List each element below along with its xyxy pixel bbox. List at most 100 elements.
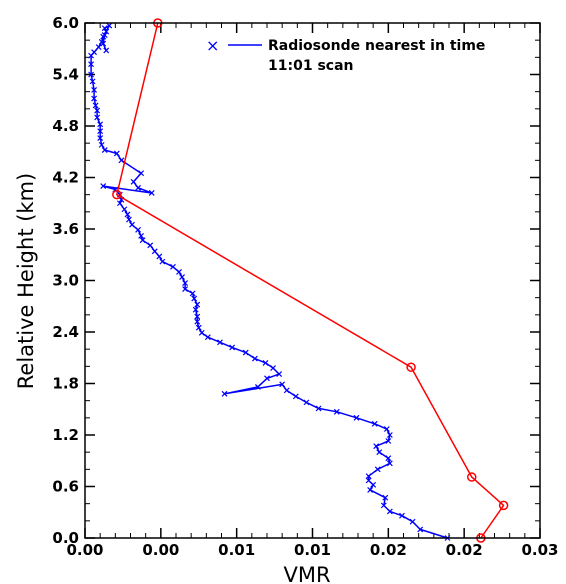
data-point-x-marker: [192, 306, 199, 313]
x-tick-label: 0.00: [142, 541, 179, 559]
series-group: [88, 18, 509, 543]
data-point-x-marker: [129, 221, 135, 228]
y-tick-label: 0.6: [52, 478, 79, 496]
data-point-x-marker: [373, 443, 380, 450]
data-point-x-marker: [353, 414, 360, 421]
data-point-x-marker: [91, 49, 98, 56]
data-point-x-marker: [147, 242, 154, 249]
data-point-x-marker: [191, 295, 198, 302]
y-tick-label: 4.8: [52, 117, 79, 135]
data-point-x-marker: [159, 258, 166, 265]
x-tick-label: 0.00: [66, 541, 103, 559]
data-point-x-marker: [97, 121, 104, 128]
x-tick-label: 0.02: [370, 541, 407, 559]
data-point-x-marker: [189, 290, 196, 297]
data-point-x-marker: [126, 216, 132, 223]
data-point-x-marker: [139, 237, 146, 244]
data-point-x-marker: [382, 494, 389, 501]
y-tick-label: 5.4: [52, 66, 79, 84]
y-tick-label: 0.0: [52, 529, 79, 547]
data-point-x-marker: [254, 384, 261, 390]
x-tick-label: 0.03: [521, 541, 558, 559]
data-point-x-marker: [113, 150, 120, 157]
data-point-x-marker: [270, 365, 276, 371]
y-tick-label: 2.4: [52, 323, 79, 341]
data-point-x-marker: [264, 375, 270, 382]
data-point-x-marker: [91, 87, 98, 93]
data-point-x-marker: [98, 141, 105, 148]
data-point-x-marker: [92, 102, 99, 109]
data-point-x-marker: [88, 71, 94, 78]
data-point-x-marker: [103, 47, 110, 54]
data-point-x-marker: [262, 359, 269, 366]
data-point-x-marker: [138, 170, 145, 177]
y-tick-label: 4.2: [52, 169, 79, 187]
series-0: [88, 22, 451, 541]
data-point-x-marker: [204, 334, 211, 341]
data-point-x-marker: [135, 184, 142, 191]
legend: × Radiosonde nearest in time 11:01 scan: [206, 36, 485, 74]
data-point-x-marker: [194, 301, 201, 308]
data-point-x-marker: [124, 211, 131, 218]
y-tick-group: [85, 22, 540, 539]
data-point-x-marker: [333, 408, 340, 415]
legend-label-scan: 11:01 scan: [268, 58, 353, 74]
x-tick-label: 0.01: [294, 541, 331, 559]
x-tick-label: 0.02: [446, 541, 483, 559]
data-point-x-marker: [182, 286, 189, 293]
x-axis-title: VMR: [283, 563, 330, 584]
data-point-x-marker: [242, 349, 249, 356]
data-point-x-marker: [374, 466, 381, 473]
data-point-x-marker: [176, 268, 182, 275]
data-point-x-marker: [217, 339, 223, 346]
data-point-x-marker: [198, 329, 205, 336]
data-point-x-marker: [417, 526, 424, 533]
data-point-circle-marker: [112, 189, 122, 200]
data-point-x-marker: [229, 344, 236, 351]
data-point-x-marker: [116, 200, 123, 207]
series-line: [116, 22, 505, 539]
series-line: [90, 24, 448, 539]
data-point-x-marker: [409, 518, 416, 525]
data-point-x-marker: [95, 44, 102, 50]
data-point-x-marker: [365, 473, 372, 480]
data-point-x-marker: [103, 28, 110, 35]
legend-entry-radiosonde: × Radiosonde nearest in time: [206, 36, 485, 55]
y-tick-label: 1.2: [52, 426, 79, 444]
data-point-x-marker: [399, 512, 405, 519]
data-point-x-marker: [101, 25, 108, 32]
x-tick-group: [84, 23, 541, 538]
data-point-x-marker: [100, 183, 107, 190]
data-point-x-marker: [194, 318, 201, 325]
data-point-x-marker: [376, 449, 383, 456]
data-point-x-marker: [94, 107, 101, 114]
data-point-x-marker: [101, 32, 108, 38]
y-tick-label: 1.8: [52, 375, 79, 393]
data-point-x-marker: [371, 420, 378, 427]
plot-frame: [84, 22, 541, 539]
data-point-x-marker: [170, 263, 176, 270]
data-point-x-marker: [292, 393, 299, 400]
data-point-x-marker: [386, 460, 393, 467]
data-point-x-marker: [365, 477, 372, 484]
data-point-x-marker: [135, 226, 142, 233]
data-point-x-marker: [156, 253, 163, 260]
data-point-x-marker: [106, 22, 113, 29]
data-point-x-marker: [130, 178, 137, 185]
data-point-circle-marker: [467, 472, 477, 482]
data-point-x-marker: [97, 135, 104, 141]
data-point-x-marker: [89, 78, 96, 85]
series-1: [112, 18, 509, 543]
data-point-x-marker: [386, 508, 393, 515]
data-point-x-marker: [194, 313, 201, 320]
data-point-circle-marker: [498, 500, 509, 511]
data-point-x-marker: [383, 426, 390, 432]
data-point-x-marker: [380, 502, 387, 509]
x-tick-label: 0.01: [218, 541, 255, 559]
legend-label-radiosonde: Radiosonde nearest in time: [268, 38, 485, 54]
data-point-x-marker: [251, 355, 258, 362]
x-tick-label-group: 0.00 0.00 0.01 0.01 0.02 0.02 0.03: [66, 541, 558, 559]
legend-marker-x: ×: [206, 36, 219, 55]
data-point-circle-marker: [406, 362, 416, 372]
